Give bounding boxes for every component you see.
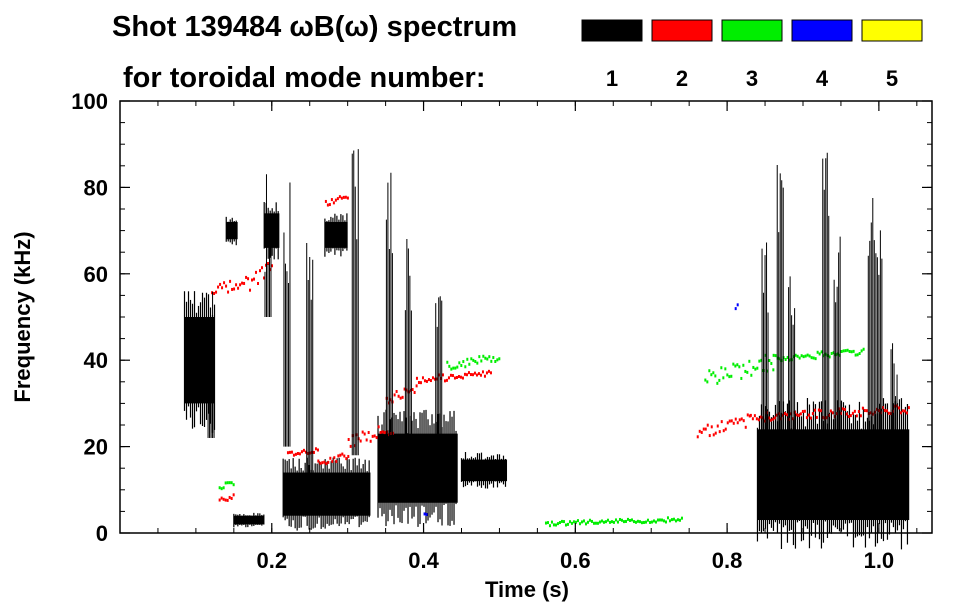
y-tick-label: 40 [84, 348, 108, 373]
mode-1-region [324, 213, 348, 257]
chart-title: Shot 139484 ωB(ω) spectrum [112, 11, 517, 43]
y-tick-label: 80 [84, 175, 108, 200]
legend-swatch-4 [791, 19, 853, 42]
mode-2-region [211, 275, 250, 295]
mode-2-region [696, 413, 751, 439]
mode-4-region [734, 303, 739, 311]
mode-2-region [324, 195, 349, 207]
mode-1-spikes [207, 149, 898, 490]
mode-1-region [183, 291, 216, 433]
legend-swatch-3 [721, 19, 783, 42]
mode-1-region [233, 512, 265, 528]
y-tick-label: 60 [84, 262, 108, 287]
spectrum-marks [183, 149, 910, 550]
mode-1-region [460, 452, 508, 489]
chart-subtitle: for toroidal mode number: [123, 62, 486, 94]
mode-3-region [218, 481, 235, 491]
mode-3-region [772, 347, 865, 363]
mode-2-region [317, 452, 350, 466]
x-tick-label: 0.6 [560, 548, 591, 573]
mode-1-region [377, 409, 458, 527]
axes: 0.2 0.4 0.6 0.8 1.0 0 20 40 60 80 100 [71, 89, 932, 573]
mode-3-region [446, 354, 501, 371]
mode-2-region [286, 447, 319, 457]
mode-4-region [423, 512, 428, 517]
mode-2-region [415, 369, 492, 385]
mode-2-region [218, 493, 235, 502]
y-tick-label: 20 [84, 435, 108, 460]
legend-swatch-1 [581, 19, 643, 42]
legend-swatch-2 [651, 19, 713, 42]
mode-3-region [704, 353, 775, 385]
legend: 1 2 3 4 5 [581, 19, 923, 91]
y-tick-label: 100 [71, 89, 108, 114]
legend-label-1: 1 [606, 66, 618, 91]
x-tick-label: 0.4 [408, 548, 439, 573]
legend-label-5: 5 [886, 66, 898, 91]
legend-label-2: 2 [676, 66, 688, 91]
mode-3-region [544, 516, 683, 528]
x-axis-label: Time (s) [485, 577, 569, 602]
legend-swatch-5 [861, 19, 923, 42]
x-tick-label: 1.0 [864, 548, 895, 573]
plot-area: 0.2 0.4 0.6 0.8 1.0 0 20 40 60 80 100 [71, 89, 933, 573]
x-tick-label: 0.2 [256, 548, 287, 573]
legend-label-3: 3 [746, 66, 758, 91]
mode-1-region [282, 457, 371, 531]
x-tick-label: 0.8 [712, 548, 743, 573]
mode-1-region [225, 216, 238, 246]
y-axis-label: Frequency (kHz) [10, 231, 35, 402]
y-tick-label: 0 [96, 521, 108, 546]
legend-label-4: 4 [816, 66, 829, 91]
